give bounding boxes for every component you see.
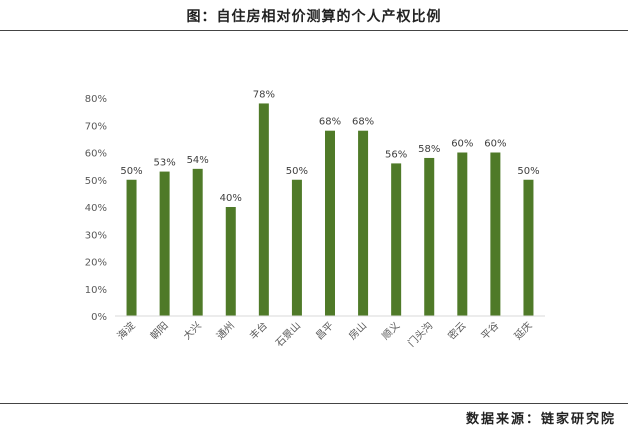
data-label: 60%	[451, 139, 473, 150]
data-label: 56%	[385, 149, 407, 160]
bar	[325, 130, 335, 316]
x-tick-label: 丰台	[247, 319, 270, 342]
x-tick-label: 房山	[346, 319, 369, 342]
data-label: 50%	[517, 166, 539, 177]
data-label: 68%	[319, 117, 341, 128]
bars	[126, 103, 534, 316]
bar	[192, 168, 203, 316]
bar	[126, 179, 137, 316]
y-tick-label: 60%	[85, 149, 107, 160]
x-tick-label: 平谷	[479, 320, 502, 343]
bar	[225, 207, 236, 316]
data-label: 50%	[286, 166, 308, 177]
bar	[424, 157, 435, 316]
bar	[358, 130, 369, 316]
y-tick-label: 70%	[85, 121, 107, 132]
y-tick-label: 0%	[91, 312, 107, 323]
data-label: 78%	[253, 89, 275, 100]
y-tick-label: 40%	[85, 203, 107, 214]
top-rule	[0, 30, 628, 31]
x-tick-label: 石景山	[273, 320, 303, 350]
x-tick-label: 朝阳	[148, 320, 171, 343]
x-tick-label: 昌平	[313, 320, 336, 343]
bar	[490, 152, 501, 316]
bar	[457, 152, 468, 316]
bar	[523, 179, 534, 316]
data-label: 60%	[484, 139, 506, 150]
bar	[258, 103, 269, 316]
data-label: 68%	[352, 117, 374, 128]
y-tick-label: 20%	[85, 258, 107, 269]
data-label: 54%	[187, 155, 209, 166]
y-tick-label: 10%	[85, 285, 107, 296]
x-tick-label: 海淀	[114, 319, 137, 342]
bottom-rule	[0, 403, 628, 404]
x-tick-label: 门头沟	[405, 319, 435, 349]
value-labels: 50% 53% 54% 40% 78% 50% 68% 68% 56% 58% 60% 60% 50%	[120, 89, 539, 204]
x-tick-label: 延庆	[511, 319, 534, 342]
y-tick-label: 80%	[85, 94, 107, 105]
bar	[291, 179, 302, 316]
data-label: 40%	[220, 193, 242, 204]
x-tick-label: 大兴	[180, 319, 203, 342]
y-tick-label: 30%	[85, 230, 107, 241]
bar	[159, 171, 170, 316]
x-tick-label: 通州	[214, 320, 237, 343]
x-tick-label: 顺义	[380, 320, 403, 343]
x-axis: 海淀 朝阳 大兴 通州 丰台 石景山 昌平 房山 顺义 门头沟 密云 平谷 延庆	[114, 315, 545, 350]
data-label: 53%	[153, 158, 175, 169]
y-tick-label: 50%	[85, 176, 107, 187]
y-axis: 0% 10% 20% 30% 40% 50% 60% 70% 80%	[85, 94, 107, 323]
data-label: 58%	[418, 144, 440, 155]
data-label: 50%	[120, 166, 142, 177]
source-note: 数据来源：链家研究院	[465, 412, 616, 427]
chart-title: 图：自住房相对价测算的个人产权比例	[186, 9, 442, 25]
bar	[391, 163, 402, 316]
x-tick-label: 密云	[445, 319, 468, 342]
